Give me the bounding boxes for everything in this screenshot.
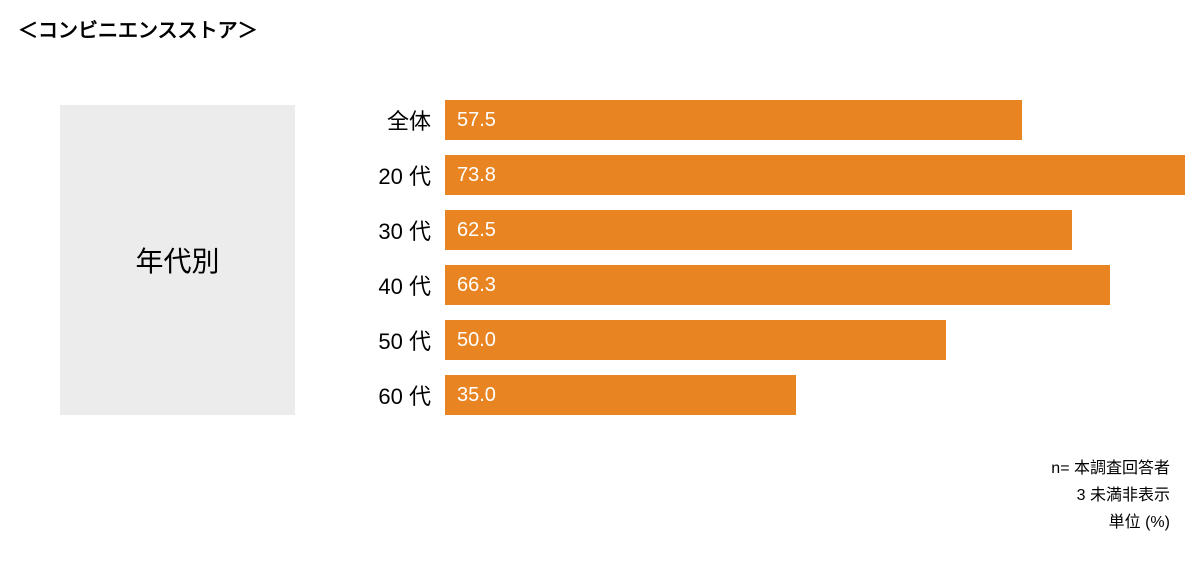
footnote-line: 3 未満非表示: [1051, 482, 1170, 509]
footnotes: n= 本調査回答者3 未満非表示単位 (%): [1051, 455, 1170, 537]
bar-value-label: 62.5: [457, 219, 496, 242]
bar-value-label: 35.0: [457, 384, 496, 407]
footnote-line: n= 本調査回答者: [1051, 455, 1170, 482]
bar-row: 20 代73.8: [445, 155, 1185, 195]
bar: 57.5: [445, 100, 1022, 140]
bar-value-label: 50.0: [457, 329, 496, 352]
bar-row: 30 代62.5: [445, 210, 1185, 250]
bar-row: 60 代35.0: [445, 375, 1185, 415]
category-label: 20 代: [378, 159, 431, 191]
bar: 66.3: [445, 265, 1110, 305]
bar-value-label: 57.5: [457, 109, 496, 132]
side-panel: 年代別: [60, 105, 295, 415]
category-label: 30 代: [378, 214, 431, 246]
bar-chart: 全体57.5 20 代73.8 30 代62.5 40 代66.3 50 代50.0 60…: [445, 100, 1185, 415]
bar-value-label: 73.8: [457, 164, 496, 187]
bar: 62.5: [445, 210, 1072, 250]
bar-value-label: 66.3: [457, 274, 496, 297]
category-label: 50 代: [378, 324, 431, 356]
bar-row: 全体57.5: [445, 100, 1185, 140]
footnote-line: 単位 (%): [1051, 509, 1170, 536]
side-panel-label: 年代別: [135, 240, 219, 280]
chart-title: ＜コンビニエンスストア＞: [18, 14, 258, 43]
category-label: 全体: [387, 104, 431, 136]
bar-row: 40 代66.3: [445, 265, 1185, 305]
bar: 50.0: [445, 320, 946, 360]
category-label: 60 代: [378, 379, 431, 411]
bar: 73.8: [445, 155, 1185, 195]
category-label: 40 代: [378, 269, 431, 301]
bar-row: 50 代50.0: [445, 320, 1185, 360]
bar: 35.0: [445, 375, 796, 415]
